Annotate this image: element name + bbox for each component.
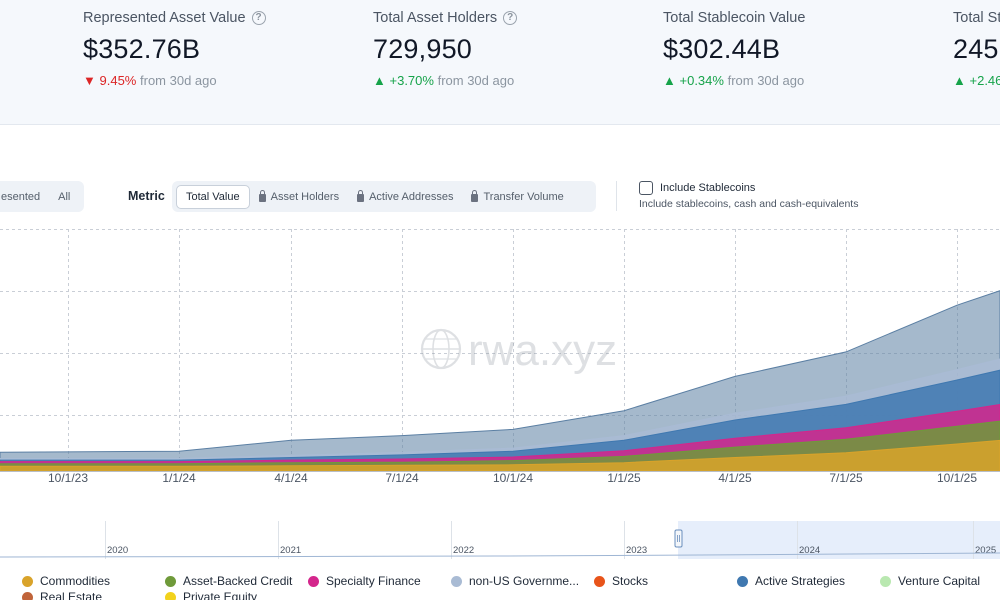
legend-label: non-US Governme... [469,574,580,588]
chart-legend: Commodities Asset-Backed Credit Specialty … [0,574,1000,600]
metric-active-addresses[interactable]: Active Addresses [348,186,462,208]
legend-color-dot [165,575,176,587]
x-tick-label: 4/1/24 [274,471,308,484]
include-stablecoins-checkbox[interactable] [639,181,653,195]
x-tick-label: 1/1/25 [607,471,641,484]
navigator-year-label: 2025 [975,545,996,556]
stat-value: $302.44B [663,34,781,64]
stat-value: 245. [953,34,1000,64]
metric-selector: Total Value Asset Holders Active Address… [172,181,596,212]
navigator-axis: 2020 2021 2022 2023 2024 2025 [0,521,1000,559]
x-axis: 10/1/23 1/1/24 4/1/24 7/1/24 10/1/24 1/1/25 4/… [48,471,977,484]
area-series-0 [0,439,1000,472]
navigator-year-label: 2022 [453,545,474,556]
stat-label: Total Stablecoin Value [663,10,806,26]
lock-icon [258,189,266,202]
legend-color-dot [594,575,605,587]
stat-label: Total Sta [953,10,1000,26]
metric-transfer-volume[interactable]: Transfer Volume [462,186,572,208]
metric-label: Metric [128,189,165,203]
arrow-up-icon: ▲ [373,73,386,88]
navigator-series-line [0,552,1000,558]
stat-total-stablecoin-value: Total Stablecoin Value $302.44B ▲ +0.34%… [663,10,805,88]
x-tick-label: 4/1/25 [718,471,752,484]
watermark-text: rwa.xyz [468,326,617,375]
stat-change: ▲ +2.46 [953,73,1000,88]
x-tick-label: 10/1/24 [493,471,533,484]
lock-icon [471,189,479,202]
stat-value: 729,950 [373,34,472,64]
stat-total-asset-holders: Total Asset Holders? 729,950 ▲ +3.70% fr… [373,10,518,88]
legend-label: Specialty Finance [326,574,421,588]
view-toggle: esented All [0,181,84,212]
legend-label: Commodities [40,574,111,588]
legend-item[interactable]: Commodities [22,574,110,588]
legend-label: Active Strategies [755,574,846,588]
legend-item[interactable]: Real Estate [22,590,102,600]
arrow-up-icon: ▲ [953,73,966,88]
stat-change: ▲ +3.70% from 30d ago [373,73,515,88]
legend-label: Stocks [612,574,649,588]
x-tick-label: 7/1/25 [829,471,863,484]
metric-total-value[interactable]: Total Value [176,184,250,209]
legend-color-dot [308,575,319,587]
stat-change: ▲ +0.34% from 30d ago [663,73,805,88]
metric-asset-holders[interactable]: Asset Holders [250,186,348,208]
view-option-represented[interactable]: esented [1,190,41,203]
navigator-left-handle[interactable] [674,529,683,548]
legend-label: Private Equity [183,590,258,600]
legend-color-dot [737,575,748,587]
legend-color-dot [451,575,462,587]
legend-item[interactable]: Specialty Finance [308,574,421,588]
include-stablecoins-label: Include Stablecoins [660,182,756,194]
x-tick-label: 1/1/24 [162,471,196,484]
legend-item[interactable]: Active Strategies [737,574,845,588]
stat-label: Total Asset Holders [373,10,498,26]
stat-represented-asset-value: Represented Asset Value? $352.76B ▼ 9.45… [83,10,266,88]
x-tick-label: 7/1/24 [385,471,419,484]
range-navigator[interactable]: 2020 2021 2022 2023 2024 2025 [0,521,1000,559]
arrow-down-icon: ▼ [83,73,96,88]
stat-label: Represented Asset Value [83,10,246,26]
navigator-year-label: 2024 [799,545,820,556]
legend-item[interactable]: Asset-Backed Credit [165,574,292,588]
watermark: rwa.xyz [420,326,617,375]
legend-color-dot [880,575,891,587]
legend-color-dot [22,575,33,587]
legend-item[interactable]: Stocks [594,574,648,588]
x-tick-label: 10/1/23 [48,471,88,484]
navigator-year-label: 2021 [280,545,301,556]
x-tick-label: 10/1/25 [937,471,977,484]
stacked-areas [0,290,1000,472]
view-option-all[interactable]: All [58,190,71,203]
navigator-year-label: 2020 [107,545,128,556]
lock-icon [357,189,365,202]
include-stablecoins-description: Include stablecoins, cash and cash-equiv… [639,198,859,210]
legend-item[interactable]: Private Equity [165,590,257,600]
help-icon[interactable]: ? [503,11,518,25]
legend-color-dot [22,591,33,600]
navigator-year-label: 2023 [626,545,647,556]
legend-item[interactable]: Venture Capital [880,574,980,588]
divider [616,181,617,211]
chart-grid [0,229,1000,471]
stats-band: Represented Asset Value? $352.76B ▼ 9.45… [0,0,1000,125]
help-icon[interactable]: ? [251,11,266,25]
stat-total-stablecoin-holders: Total Sta 245. ▲ +2.46 [953,10,1000,88]
legend-item[interactable]: non-US Governme... [451,574,579,588]
legend-color-dot [165,591,176,600]
stat-value: $352.76B [83,34,201,64]
legend-label: Asset-Backed Credit [183,574,293,588]
legend-label: Venture Capital [898,574,981,588]
main-chart[interactable]: rwa.xyz 10/1/23 1/1/24 4/1/24 7/1/24 10/1/24… [0,229,1000,484]
stat-change: ▼ 9.45% from 30d ago [83,73,217,88]
arrow-up-icon: ▲ [663,73,676,88]
chart-controls: esented All Metric Total Value Asset Hol… [0,181,1000,213]
legend-label: Real Estate [40,590,103,600]
navigator-selected-range[interactable] [678,521,1000,559]
